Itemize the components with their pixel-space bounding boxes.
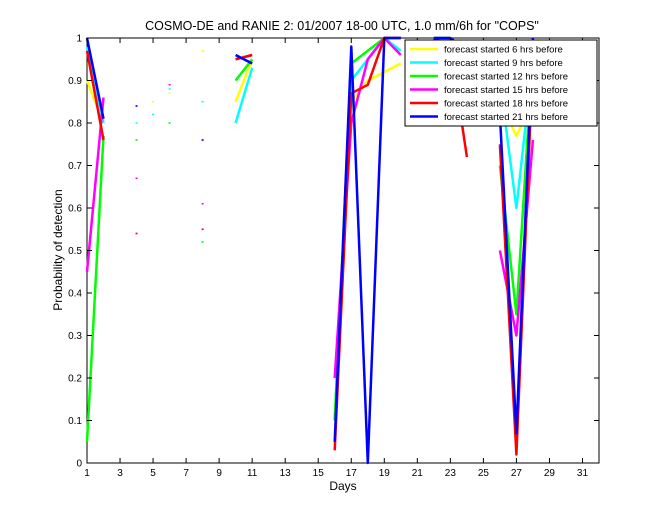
- x-tick-label: 5: [150, 468, 156, 479]
- legend: forecast started 6 hrs before forecast st…: [404, 39, 598, 127]
- legend-label: forecast started 6 hrs before: [444, 45, 563, 56]
- x-tick-label: 9: [216, 468, 222, 479]
- x-tick-label: 11: [247, 468, 258, 479]
- x-axis-label: Days: [329, 479, 356, 493]
- y-tick-label: 0.5: [68, 246, 82, 257]
- x-tick-label: 25: [478, 468, 490, 479]
- x-tick-label: 27: [511, 468, 523, 479]
- series-line-2: [234, 67, 254, 124]
- series-line-6: [333, 36, 401, 465]
- legend-box: [404, 39, 598, 127]
- series-line-5: [235, 53, 253, 61]
- x-tick-label: 7: [183, 468, 189, 479]
- series-line-1: [234, 58, 254, 103]
- tick-layer: 1 3 5 7 9 11 13 15 17 19 21 23 25 27 29 3100.10.20.30.4…: [68, 34, 599, 479]
- legend-label: forecast started 18 hrs before: [444, 99, 568, 110]
- legend-label: forecast started 9 hrs before: [444, 58, 563, 69]
- x-tick-label: 21: [412, 468, 424, 479]
- x-tick-label: 19: [379, 468, 391, 479]
- x-tick-label: 15: [313, 468, 325, 479]
- y-tick-label: 0.3: [68, 331, 82, 342]
- x-tick-label: 23: [445, 468, 457, 479]
- x-tick-label: 17: [346, 468, 358, 479]
- x-tick-label: 29: [544, 468, 556, 479]
- legend-label: forecast started 21 hrs before: [444, 112, 568, 123]
- y-tick-label: 0.7: [68, 161, 82, 172]
- y-tick-label: 0.6: [68, 204, 82, 215]
- x-tick-label: 31: [577, 468, 589, 479]
- y-tick-label: 1: [76, 34, 82, 45]
- y-tick-label: 0.8: [68, 119, 82, 130]
- series-line-6: [498, 37, 535, 435]
- chart-title: COSMO-DE and RANIE 2: 01/2007 18-00 UTC,…: [145, 19, 539, 33]
- y-tick-label: 0.1: [68, 416, 82, 427]
- series-line-3: [85, 135, 105, 442]
- y-tick-label: 0.2: [68, 374, 82, 385]
- series-line-5: [85, 50, 105, 141]
- x-tick-label: 1: [84, 468, 90, 479]
- y-tick-label: 0.4: [68, 289, 82, 300]
- series-line-6: [235, 53, 253, 65]
- y-tick-label: 0.9: [68, 76, 82, 87]
- series-line-6: [85, 37, 105, 120]
- legend-label: forecast started 12 hrs before: [444, 72, 568, 83]
- y-tick-label: 0: [76, 459, 82, 470]
- x-tick-label: 13: [280, 468, 292, 479]
- y-axis-label: Probability of detection: [51, 189, 65, 310]
- x-tick-label: 3: [117, 468, 123, 479]
- legend-label: forecast started 15 hrs before: [444, 85, 568, 96]
